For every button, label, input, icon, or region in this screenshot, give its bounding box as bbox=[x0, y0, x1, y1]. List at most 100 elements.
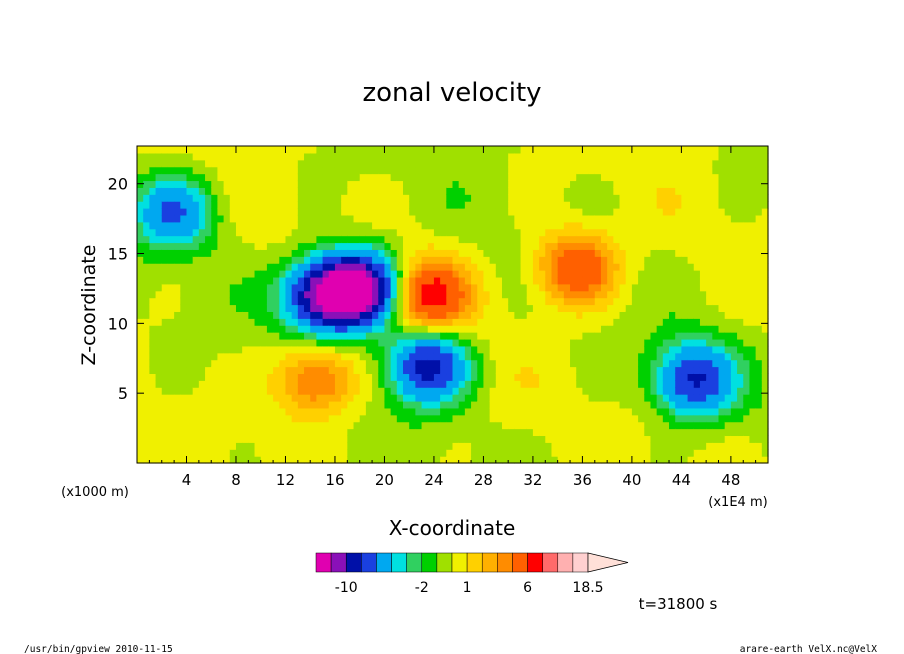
field-cell bbox=[650, 421, 658, 430]
field-cell bbox=[260, 332, 268, 340]
field-cell bbox=[712, 325, 720, 333]
field-cell bbox=[446, 242, 454, 250]
field-cell bbox=[365, 407, 373, 416]
field-cell bbox=[644, 325, 652, 333]
field-cell bbox=[328, 428, 336, 437]
field-cell bbox=[359, 194, 367, 202]
field-cell bbox=[285, 221, 293, 230]
field-cell bbox=[384, 304, 392, 312]
field-cell bbox=[724, 407, 732, 416]
field-cell bbox=[174, 338, 181, 347]
field-cell bbox=[235, 449, 243, 457]
field-cell bbox=[334, 270, 342, 278]
field-cell bbox=[403, 428, 410, 437]
field-cell bbox=[254, 173, 262, 182]
field-cell bbox=[718, 214, 726, 223]
field-cell bbox=[557, 456, 565, 464]
field-cell bbox=[334, 359, 342, 368]
field-cell bbox=[174, 146, 181, 154]
field-cell bbox=[501, 435, 509, 443]
field-cell bbox=[229, 208, 237, 216]
field-cell bbox=[334, 456, 342, 464]
field-cell bbox=[743, 373, 751, 381]
field-cell bbox=[619, 421, 627, 430]
field-cell bbox=[235, 283, 243, 292]
field-cell bbox=[650, 276, 658, 285]
field-cell bbox=[341, 311, 348, 319]
field-cell bbox=[730, 146, 738, 154]
field-cell bbox=[167, 146, 175, 154]
field-cell bbox=[446, 428, 454, 437]
field-cell bbox=[229, 421, 237, 430]
field-cell bbox=[433, 270, 441, 278]
field-cell bbox=[341, 159, 348, 168]
field-cell bbox=[662, 421, 670, 430]
field-cell bbox=[520, 373, 528, 381]
field-cell bbox=[625, 201, 633, 209]
field-cell bbox=[712, 332, 720, 340]
field-cell bbox=[520, 146, 528, 154]
field-cell bbox=[433, 242, 441, 250]
field-cell bbox=[390, 442, 398, 450]
field-cell bbox=[390, 297, 398, 306]
field-cell bbox=[353, 270, 361, 278]
field-cell bbox=[205, 263, 212, 271]
field-cell bbox=[625, 283, 633, 292]
field-cell bbox=[285, 152, 293, 161]
field-cell bbox=[353, 373, 361, 381]
field-cell bbox=[198, 318, 206, 326]
field-cell bbox=[273, 359, 280, 368]
field-cell bbox=[229, 221, 237, 230]
field-cell bbox=[316, 449, 324, 457]
x-tick-label: 12 bbox=[276, 471, 295, 489]
field-cell bbox=[520, 407, 528, 416]
field-cell bbox=[761, 407, 769, 416]
field-cell bbox=[699, 270, 707, 278]
field-cell bbox=[576, 263, 584, 271]
field-cell bbox=[582, 180, 590, 188]
field-cell bbox=[730, 194, 738, 202]
field-cell bbox=[656, 256, 664, 264]
field-cell bbox=[403, 194, 410, 202]
field-cell bbox=[594, 214, 602, 223]
field-cell bbox=[588, 325, 596, 333]
field-cell bbox=[687, 276, 695, 285]
field-cell bbox=[458, 214, 466, 223]
field-cell bbox=[551, 249, 559, 257]
field-cell bbox=[737, 359, 744, 368]
field-cell bbox=[613, 208, 621, 216]
field-cell bbox=[328, 146, 336, 154]
field-cell bbox=[576, 290, 584, 299]
field-cell bbox=[353, 304, 361, 312]
field-cell bbox=[403, 290, 410, 299]
field-cell bbox=[743, 166, 751, 175]
field-cell bbox=[347, 318, 355, 326]
field-cell bbox=[174, 166, 181, 175]
field-cell bbox=[285, 318, 293, 326]
field-cell bbox=[545, 387, 553, 395]
field-cell bbox=[582, 352, 590, 361]
field-cell bbox=[242, 263, 249, 271]
field-cell bbox=[440, 338, 447, 347]
field-cell bbox=[334, 318, 342, 326]
field-cell bbox=[266, 159, 274, 168]
field-cell bbox=[600, 283, 608, 292]
field-cell bbox=[712, 242, 720, 250]
field-cell bbox=[174, 276, 181, 285]
field-cell bbox=[341, 304, 348, 312]
field-cell bbox=[761, 311, 769, 319]
field-cell bbox=[297, 325, 305, 333]
field-cell bbox=[174, 311, 181, 319]
field-cell bbox=[186, 208, 194, 216]
field-cell bbox=[254, 373, 262, 381]
field-cell bbox=[143, 276, 150, 285]
field-cell bbox=[415, 159, 423, 168]
field-cell bbox=[384, 173, 392, 182]
field-cell bbox=[155, 297, 163, 306]
field-cell bbox=[582, 221, 590, 230]
field-cell bbox=[421, 435, 429, 443]
field-cell bbox=[526, 221, 534, 230]
field-cell bbox=[520, 318, 528, 326]
field-cell bbox=[743, 359, 751, 368]
field-cell bbox=[248, 159, 256, 168]
